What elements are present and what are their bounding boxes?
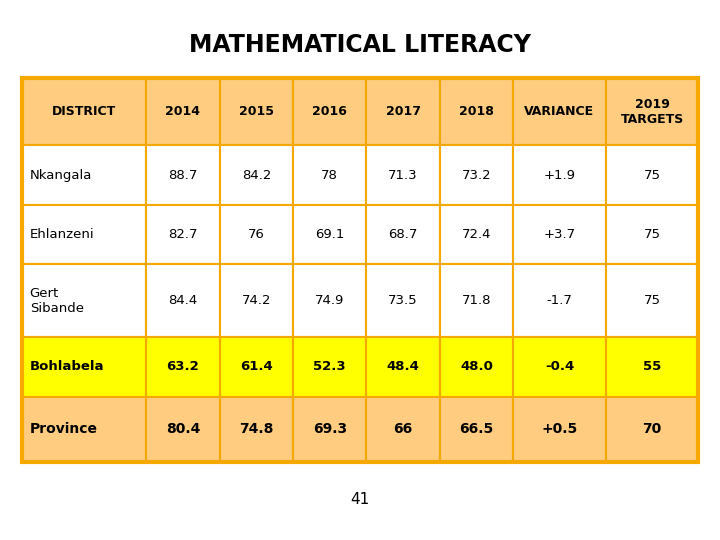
Text: 68.7: 68.7 bbox=[388, 228, 418, 241]
Text: 82.7: 82.7 bbox=[168, 228, 198, 241]
Text: 52.3: 52.3 bbox=[313, 360, 346, 373]
Bar bbox=[606, 78, 698, 145]
Bar bbox=[220, 78, 293, 145]
Bar bbox=[220, 145, 293, 205]
Bar bbox=[293, 337, 366, 396]
Bar bbox=[606, 264, 698, 337]
Text: 84.4: 84.4 bbox=[168, 294, 197, 307]
Text: Gert
Sibande: Gert Sibande bbox=[30, 287, 84, 315]
Bar bbox=[22, 337, 146, 396]
Bar bbox=[220, 396, 293, 462]
Text: 66.5: 66.5 bbox=[459, 422, 494, 436]
Text: 84.2: 84.2 bbox=[242, 168, 271, 181]
Text: 61.4: 61.4 bbox=[240, 360, 273, 373]
Text: 73.5: 73.5 bbox=[388, 294, 418, 307]
Bar bbox=[293, 205, 366, 264]
Bar bbox=[366, 78, 440, 145]
Text: 74.9: 74.9 bbox=[315, 294, 344, 307]
Bar bbox=[440, 337, 513, 396]
Text: +1.9: +1.9 bbox=[544, 168, 575, 181]
Bar bbox=[606, 396, 698, 462]
Text: Nkangala: Nkangala bbox=[30, 168, 92, 181]
Bar bbox=[220, 264, 293, 337]
Bar bbox=[146, 337, 220, 396]
Text: 41: 41 bbox=[351, 492, 369, 507]
Bar bbox=[366, 145, 440, 205]
Text: Province: Province bbox=[30, 422, 98, 436]
Text: -1.7: -1.7 bbox=[546, 294, 572, 307]
Text: MATHEMATICAL LITERACY: MATHEMATICAL LITERACY bbox=[189, 32, 531, 57]
Bar bbox=[220, 337, 293, 396]
Text: +0.5: +0.5 bbox=[541, 422, 577, 436]
Text: 69.1: 69.1 bbox=[315, 228, 344, 241]
Bar bbox=[22, 396, 146, 462]
Text: 48.0: 48.0 bbox=[460, 360, 493, 373]
Text: 74.2: 74.2 bbox=[242, 294, 271, 307]
Bar bbox=[513, 78, 606, 145]
Bar bbox=[440, 145, 513, 205]
Bar bbox=[22, 205, 146, 264]
Text: 75: 75 bbox=[644, 228, 660, 241]
Bar bbox=[146, 205, 220, 264]
Text: 2018: 2018 bbox=[459, 105, 494, 118]
Text: 78: 78 bbox=[321, 168, 338, 181]
Bar bbox=[440, 396, 513, 462]
Bar bbox=[293, 264, 366, 337]
Bar bbox=[513, 337, 606, 396]
Text: Ehlanzeni: Ehlanzeni bbox=[30, 228, 94, 241]
Bar bbox=[293, 78, 366, 145]
Text: +3.7: +3.7 bbox=[544, 228, 575, 241]
Bar bbox=[293, 396, 366, 462]
Text: 72.4: 72.4 bbox=[462, 228, 491, 241]
Bar bbox=[22, 145, 146, 205]
Text: 2014: 2014 bbox=[166, 105, 200, 118]
Text: 66: 66 bbox=[393, 422, 413, 436]
Bar bbox=[366, 205, 440, 264]
Text: 75: 75 bbox=[644, 294, 660, 307]
Bar bbox=[440, 78, 513, 145]
Bar bbox=[606, 145, 698, 205]
Bar bbox=[513, 264, 606, 337]
Text: 74.8: 74.8 bbox=[239, 422, 274, 436]
Bar bbox=[606, 205, 698, 264]
Text: Bohlabela: Bohlabela bbox=[30, 360, 104, 373]
Bar bbox=[440, 264, 513, 337]
Text: 73.2: 73.2 bbox=[462, 168, 491, 181]
Text: DISTRICT: DISTRICT bbox=[52, 105, 116, 118]
Text: 71.8: 71.8 bbox=[462, 294, 491, 307]
Text: 2015: 2015 bbox=[239, 105, 274, 118]
Text: 48.4: 48.4 bbox=[387, 360, 420, 373]
Text: -0.4: -0.4 bbox=[545, 360, 574, 373]
Text: 2017: 2017 bbox=[386, 105, 420, 118]
Text: 88.7: 88.7 bbox=[168, 168, 198, 181]
Bar bbox=[366, 396, 440, 462]
Bar bbox=[513, 205, 606, 264]
Text: VARIANCE: VARIANCE bbox=[524, 105, 595, 118]
Text: 70: 70 bbox=[642, 422, 662, 436]
Bar bbox=[366, 337, 440, 396]
Text: 2016: 2016 bbox=[312, 105, 347, 118]
Bar bbox=[366, 264, 440, 337]
Text: 63.2: 63.2 bbox=[166, 360, 199, 373]
Text: 80.4: 80.4 bbox=[166, 422, 200, 436]
Bar bbox=[146, 264, 220, 337]
Text: 55: 55 bbox=[643, 360, 661, 373]
Text: 2019
TARGETS: 2019 TARGETS bbox=[621, 98, 684, 126]
Bar bbox=[146, 78, 220, 145]
Bar bbox=[22, 264, 146, 337]
Bar bbox=[440, 205, 513, 264]
Bar bbox=[146, 145, 220, 205]
Text: 71.3: 71.3 bbox=[388, 168, 418, 181]
Bar bbox=[513, 396, 606, 462]
Bar bbox=[22, 78, 146, 145]
Bar bbox=[293, 145, 366, 205]
Bar bbox=[513, 145, 606, 205]
Text: 69.3: 69.3 bbox=[312, 422, 347, 436]
Bar bbox=[146, 396, 220, 462]
Bar bbox=[606, 337, 698, 396]
Text: 75: 75 bbox=[644, 168, 660, 181]
Bar bbox=[220, 205, 293, 264]
Text: 76: 76 bbox=[248, 228, 265, 241]
